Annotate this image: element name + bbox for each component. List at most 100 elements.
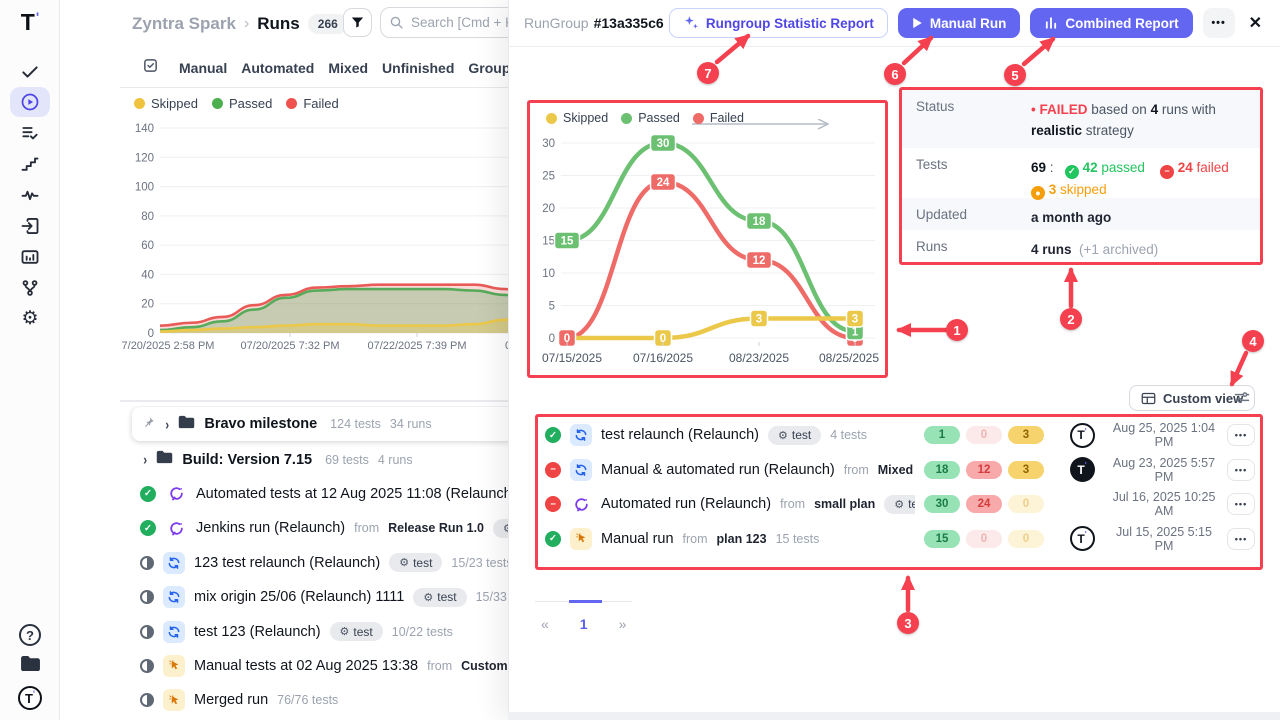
run-tests-count: 76/76 tests: [277, 693, 339, 708]
combined-report-button[interactable]: Combined Report: [1030, 8, 1193, 38]
run-tag-pill[interactable]: ⚙test: [389, 553, 443, 573]
app-logo[interactable]: T ': [20, 8, 40, 35]
run-plan-link[interactable]: Mixed plan: [877, 462, 915, 477]
svg-text:7/20/2025 2:58 PM: 7/20/2025 2:58 PM: [122, 340, 215, 352]
view-settings-icon[interactable]: [1234, 390, 1250, 410]
run-title[interactable]: 123 test relaunch (Relaunch): [194, 554, 381, 571]
run-plan-link[interactable]: plan 123: [716, 531, 767, 546]
run-plan-link[interactable]: Release Run 1.0: [388, 521, 484, 536]
result-badge-yellow-pale: 0: [1008, 495, 1044, 514]
run-row[interactable]: mix origin 25/06 (Relaunch) 1111 ⚙ test 15/…: [120, 580, 568, 614]
folder-icon-wrap: [156, 450, 173, 469]
gear-icon: ⚙: [399, 557, 410, 570]
run-tag-pill[interactable]: ⚙test: [884, 494, 915, 514]
run-title[interactable]: Jenkins run (Relaunch): [196, 520, 346, 537]
row-more-button[interactable]: •••: [1227, 458, 1255, 481]
rungroup-run-row[interactable]: ✓ Manual run from plan 123 15 tests 15 0 0 T ' Jul…: [535, 522, 1263, 557]
settings-icon[interactable]: ⚙: [21, 308, 39, 329]
breadcrumb-project[interactable]: Zyntra Spark: [132, 14, 236, 33]
folder-row[interactable]: › Bravo milestone 124 tests 34 runs: [132, 407, 566, 442]
tasks-icon[interactable]: [0, 56, 60, 87]
chevron-right-icon[interactable]: ›: [165, 415, 170, 433]
tab-automated[interactable]: Automated: [241, 59, 315, 76]
manual-run-button[interactable]: Manual Run: [897, 8, 1021, 38]
tab-mixed[interactable]: Mixed: [328, 59, 369, 76]
row-more-button[interactable]: •••: [1227, 493, 1255, 516]
avatar[interactable]: T ': [1069, 526, 1095, 552]
rungroup-run-row[interactable]: − Manual & automated run (Relaunch) from Mi…: [535, 453, 1263, 488]
legend-skipped: Skipped: [546, 111, 608, 125]
automated-run-icon: [165, 517, 187, 539]
filter-button[interactable]: [343, 8, 372, 37]
run-row[interactable]: Merged run 76/76 tests: [120, 683, 568, 717]
runs-label: Runs: [916, 239, 948, 254]
runs-icon[interactable]: [10, 87, 50, 117]
run-title[interactable]: Manual & automated run (Relaunch): [601, 461, 835, 478]
tab-manual[interactable]: Manual: [179, 59, 228, 76]
run-title[interactable]: Merged run: [194, 692, 269, 709]
run-title[interactable]: Manual run: [601, 530, 674, 547]
run-title[interactable]: mix origin 25/06 (Relaunch) 1111: [194, 589, 405, 606]
svg-text:18: 18: [753, 216, 766, 228]
run-row[interactable]: ✓ Automated tests at 12 Aug 2025 11:08 (R…: [120, 477, 568, 511]
row-more-button[interactable]: •••: [1227, 527, 1255, 550]
drawer-more-button[interactable]: •••: [1202, 8, 1235, 38]
run-row[interactable]: ✓ Jenkins run (Relaunch) from Release Run 1…: [120, 511, 568, 545]
tests-label: Tests: [916, 157, 948, 172]
avatar[interactable]: T ': [1069, 422, 1095, 448]
run-row[interactable]: Manual tests at 02 Aug 2025 13:38 from Cus…: [120, 649, 568, 683]
folder-icon-wrap: [178, 415, 195, 434]
run-row[interactable]: 123 test relaunch (Relaunch) ⚙ test 15/23 t…: [120, 546, 568, 580]
pagination-next[interactable]: »: [618, 616, 627, 632]
report-icon[interactable]: [0, 241, 60, 272]
search-input[interactable]: [411, 15, 521, 30]
drawer-close-icon[interactable]: ✕: [1248, 15, 1262, 32]
branch-icon[interactable]: [0, 272, 60, 303]
svg-text:0: 0: [549, 333, 555, 345]
run-tag-pill[interactable]: ⚙test: [767, 425, 822, 445]
run-title[interactable]: test relaunch (Relaunch): [601, 427, 759, 444]
folder-row[interactable]: › Build: Version 7.15 69 tests 4 runs: [120, 442, 568, 476]
menu-column: •••: [1225, 458, 1255, 481]
pulse-icon[interactable]: [0, 179, 60, 210]
summary-row-updated: Updated a month ago: [902, 198, 1260, 230]
tab-groups[interactable]: Groups: [468, 59, 519, 76]
run-status-passed-icon: ✓: [140, 485, 156, 502]
run-tag-pill[interactable]: ⚙test: [413, 587, 467, 607]
run-row[interactable]: test 123 (Relaunch) ⚙ test 10/22 tests: [120, 614, 568, 648]
run-title[interactable]: Automated tests at 12 Aug 2025 11:08 (Re…: [196, 485, 517, 502]
avatar-column: T ': [1061, 457, 1103, 483]
svg-text:24: 24: [657, 177, 670, 189]
folder-tests-count: 69 tests: [325, 452, 369, 467]
result-badge-red: 24: [966, 495, 1002, 514]
run-title[interactable]: Automated run (Relaunch): [601, 496, 772, 513]
pagination-prev[interactable]: «: [541, 616, 549, 632]
skipped-dot-icon: [134, 98, 145, 109]
svg-text:07/15/2025: 07/15/2025: [542, 351, 602, 365]
profile-avatar[interactable]: T ': [18, 686, 42, 710]
run-title[interactable]: Manual tests at 02 Aug 2025 13:38: [194, 657, 419, 674]
pagination-page-1[interactable]: 1: [579, 616, 588, 632]
runs-count-badge: 266: [307, 14, 348, 34]
tab-unfinished[interactable]: Unfinished: [382, 59, 455, 76]
import-icon[interactable]: [0, 210, 60, 241]
app-sidebar: T ' ⚙ ? T ': [0, 0, 60, 720]
chevron-right-icon[interactable]: ›: [143, 450, 148, 469]
run-result-badges: 15 0 0: [924, 529, 1052, 548]
bulk-select-icon[interactable]: [142, 57, 159, 79]
run-title[interactable]: test 123 (Relaunch): [194, 623, 321, 640]
runs-list: › Bravo milestone 124 tests 34 runs › Build: …: [120, 406, 568, 720]
row-more-button[interactable]: •••: [1227, 424, 1255, 447]
custom-view-button[interactable]: Custom view: [1129, 385, 1256, 411]
rungroup-statistic-report-button[interactable]: Rungroup Statistic Report: [668, 8, 888, 38]
projects-icon[interactable]: [20, 655, 41, 677]
rungroup-run-row[interactable]: ✓ test relaunch (Relaunch) ⚙ test 4 tests 1 0 3…: [535, 418, 1263, 453]
help-icon[interactable]: ?: [19, 624, 41, 646]
rungroup-run-row[interactable]: − Automated run (Relaunch) from small plan ⚙…: [535, 487, 1263, 522]
milestones-icon[interactable]: [0, 148, 60, 179]
run-plan-link[interactable]: small plan: [814, 497, 876, 512]
checklist-icon[interactable]: [0, 117, 60, 148]
avatar[interactable]: T ': [1069, 457, 1095, 483]
run-tag-pill[interactable]: ⚙test: [329, 622, 383, 642]
run-status-inprogress-icon: [140, 555, 154, 570]
